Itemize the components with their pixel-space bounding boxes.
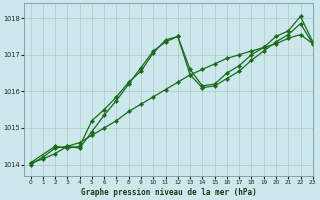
X-axis label: Graphe pression niveau de la mer (hPa): Graphe pression niveau de la mer (hPa): [81, 188, 256, 197]
